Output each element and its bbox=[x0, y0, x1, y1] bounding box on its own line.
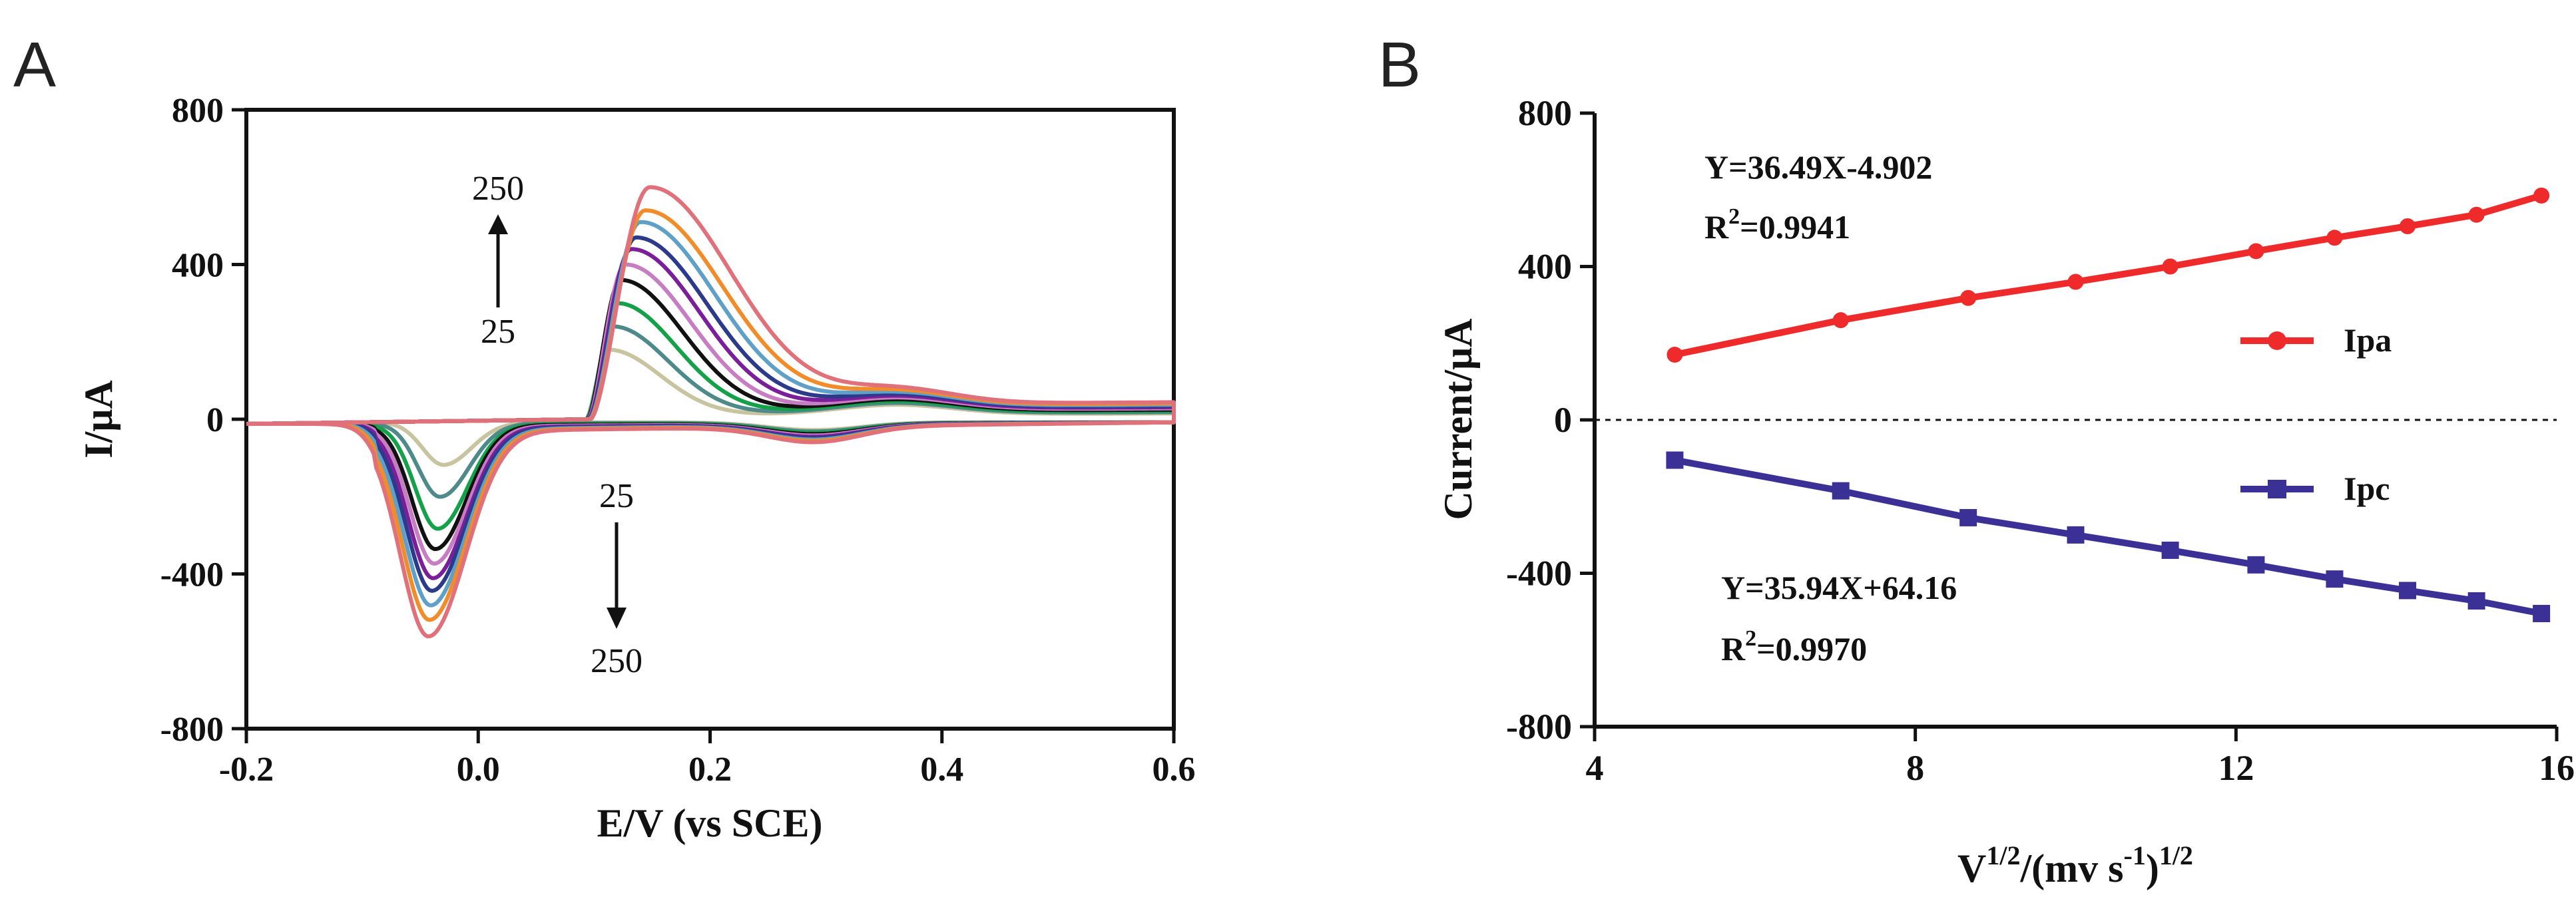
series-ipc-point bbox=[1959, 508, 1977, 526]
legend-ipa-label: Ipa bbox=[2344, 321, 2392, 359]
panel-a-frame bbox=[244, 108, 1176, 731]
panel-b-legend: Ipa Ipc bbox=[2240, 321, 2392, 507]
panel-b-y-tick-label: -400 bbox=[1506, 554, 1572, 594]
panel-a-label: A bbox=[13, 29, 56, 100]
series-ipa-point bbox=[2468, 206, 2485, 223]
series-ipc-point bbox=[1666, 451, 1684, 469]
panel-a-y-tick-label: -800 bbox=[160, 711, 224, 749]
series-ipa-point bbox=[2248, 243, 2264, 260]
panel-a-y-tick-label: 800 bbox=[172, 92, 224, 130]
panel-a-curves bbox=[246, 185, 1176, 639]
series-ipc-point bbox=[2533, 605, 2551, 623]
panel-a-x-tick-label: -0.2 bbox=[219, 751, 274, 789]
panel-b-x-tick-label: 4 bbox=[1586, 748, 1604, 788]
series-ipa-point bbox=[2067, 273, 2084, 290]
series-ipc-point bbox=[2399, 582, 2417, 600]
cathodic-arrow-head bbox=[607, 608, 627, 629]
series-ipa-point bbox=[2400, 218, 2416, 234]
series-ipa-point bbox=[2533, 187, 2550, 204]
series-ipc-point bbox=[2067, 526, 2085, 544]
anodic-arrow-start-label: 25 bbox=[481, 313, 515, 351]
cathodic-arrow-start-label: 25 bbox=[599, 477, 634, 515]
series-ipc-point bbox=[2326, 570, 2344, 588]
panel-a-y-tick-label: -400 bbox=[160, 556, 224, 594]
panel-b-series bbox=[1666, 187, 2551, 623]
panel-a-x-tick-label: 0.4 bbox=[920, 751, 963, 789]
panel-a-y-tick-label: 0 bbox=[206, 401, 224, 439]
panel-b-y-tick-label: 400 bbox=[1518, 247, 1572, 287]
panel-b-x-axis-title: V1/2/(mv s-1)1/2 bbox=[1957, 840, 2193, 890]
panel-b-label: B bbox=[1378, 29, 1421, 100]
ipa-r-squared: R2=0.9941 bbox=[1704, 204, 1850, 246]
series-ipa-point bbox=[1667, 347, 1683, 363]
panel-a-y-ticks: -800 -400 0 400 800 bbox=[160, 92, 246, 749]
series-ipa-point bbox=[1960, 289, 1977, 306]
anodic-arrow-head bbox=[488, 214, 508, 234]
panel-a-x-axis-title: E/V (vs SCE) bbox=[597, 801, 823, 845]
panel-b-y-ticks: -800 -400 0 400 800 bbox=[1506, 93, 1595, 747]
panel-b-y-tick-label: -800 bbox=[1506, 707, 1572, 747]
panel-a-y-axis-title: I/μA bbox=[77, 380, 121, 458]
panel-a-y-tick-label: 400 bbox=[172, 247, 224, 285]
panel-a: A -0.2 0.0 0.2 0.4 0.6 -800 -400 0 400 800 250 2… bbox=[13, 29, 1196, 845]
panel-b-y-tick-label: 800 bbox=[1518, 93, 1572, 133]
series-ipa-point bbox=[2326, 230, 2343, 246]
panel-b-x-tick-label: 8 bbox=[1906, 748, 1924, 788]
legend-ipc-label: Ipc bbox=[2344, 470, 2390, 507]
panel-a-x-ticks: -0.2 0.0 0.2 0.4 0.6 bbox=[219, 729, 1196, 789]
panel-b-x-ticks: 4 8 12 16 bbox=[1586, 727, 2575, 788]
ipc-r-squared: R2=0.9970 bbox=[1721, 626, 1867, 667]
series-ipa-point bbox=[1832, 312, 1849, 329]
panel-b-y-tick-label: 0 bbox=[1554, 400, 1572, 440]
series-ipa-point bbox=[2162, 258, 2179, 275]
panel-a-x-tick-label: 0.0 bbox=[457, 751, 500, 789]
cv-curve-10 bbox=[246, 185, 1176, 639]
panel-a-x-tick-label: 0.2 bbox=[688, 751, 732, 789]
series-ipc-point bbox=[2467, 592, 2485, 610]
panel-a-x-tick-label: 0.6 bbox=[1153, 751, 1196, 789]
ipa-equation: Y=36.49X-4.902 bbox=[1704, 148, 1932, 186]
panel-b-x-tick-label: 16 bbox=[2539, 748, 2575, 788]
series-ipc-line bbox=[1674, 456, 2543, 617]
series-ipc-point bbox=[2161, 541, 2179, 559]
anodic-arrow-end-label: 250 bbox=[472, 170, 524, 208]
legend-ipc-marker bbox=[2268, 480, 2286, 498]
cathodic-arrow-end-label: 250 bbox=[591, 642, 643, 680]
ipc-equation: Y=35.94X+64.16 bbox=[1721, 569, 1957, 606]
legend-ipa-marker bbox=[2268, 331, 2286, 350]
panel-b-x-tick-label: 12 bbox=[2218, 748, 2254, 788]
series-ipc-point bbox=[1832, 482, 1850, 500]
series-ipa-line bbox=[1674, 192, 2543, 358]
series-ipc-point bbox=[2247, 556, 2265, 574]
panel-b-y-axis-title: Current/μA bbox=[1436, 319, 1480, 520]
